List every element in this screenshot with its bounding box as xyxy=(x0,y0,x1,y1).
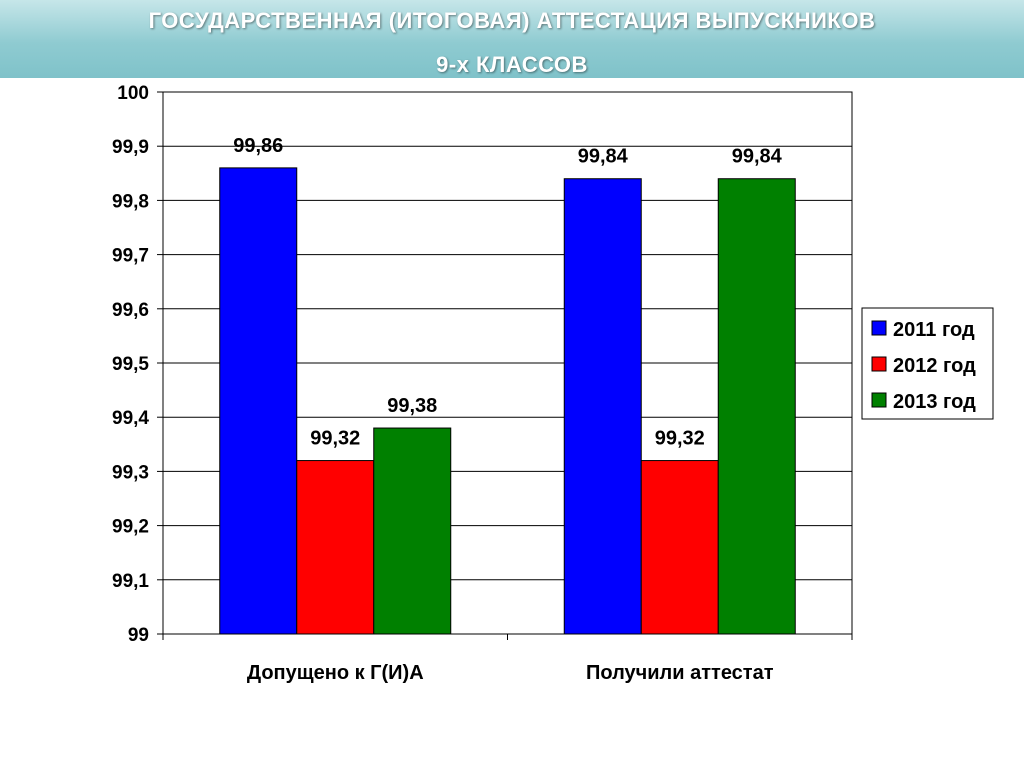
y-tick-label-4: 99,4 xyxy=(112,408,149,429)
y-tick-label-6: 99,6 xyxy=(112,300,149,321)
slide-title-line1: ГОСУДАРСТВЕННАЯ (ИТОГОВАЯ) АТТЕСТАЦИЯ ВЫ… xyxy=(148,8,876,33)
bar-3-2 xyxy=(717,178,796,635)
y-tick-label-10: 100 xyxy=(117,83,149,104)
data-label-3-1: 99,38 xyxy=(387,395,437,417)
data-label-1-2: 99,84 xyxy=(578,146,629,168)
y-tick-label-9: 99,9 xyxy=(112,137,149,158)
bar-1-2 xyxy=(563,178,642,635)
category-label-1: Допущено к Г(И)А xyxy=(247,662,424,684)
data-label-1-1: 99,86 xyxy=(233,135,283,157)
bar-2-1 xyxy=(296,460,375,635)
legend-swatch-1 xyxy=(871,320,887,336)
y-tick-label-8: 99,8 xyxy=(112,191,149,212)
bar-3-1 xyxy=(373,427,452,635)
bar-1-1 xyxy=(219,167,298,635)
legend-swatch-3 xyxy=(871,392,887,408)
data-label-3-2: 99,84 xyxy=(732,146,783,168)
slide-title-line2: 9-х КЛАССОВ xyxy=(436,52,588,77)
legend-label-2: 2012 год xyxy=(893,355,976,377)
slide-header: ГОСУДАРСТВЕННАЯ (ИТОГОВАЯ) АТТЕСТАЦИЯ ВЫ… xyxy=(0,0,1024,78)
category-label-2: Получили аттестат xyxy=(586,662,774,684)
y-tick-label-0: 99 xyxy=(128,625,149,646)
y-tick-label-2: 99,2 xyxy=(112,517,149,538)
y-tick-label-1: 99,1 xyxy=(112,571,149,592)
legend-label-1: 2011 год xyxy=(893,319,975,341)
legend-label-3: 2013 год xyxy=(893,391,976,413)
legend-swatch-2 xyxy=(871,356,887,372)
bar-2-2 xyxy=(640,460,719,635)
y-tick-label-7: 99,7 xyxy=(112,246,149,267)
data-label-2-2: 99,32 xyxy=(655,428,705,450)
y-tick-label-3: 99,3 xyxy=(112,462,149,483)
data-label-2-1: 99,32 xyxy=(310,428,360,450)
y-tick-label-5: 99,5 xyxy=(112,354,149,375)
